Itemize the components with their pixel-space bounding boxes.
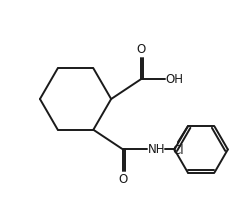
Text: O: O (136, 43, 145, 56)
Text: OH: OH (166, 73, 184, 86)
Text: NH: NH (148, 143, 165, 156)
Text: O: O (118, 173, 128, 186)
Text: Cl: Cl (172, 144, 184, 157)
